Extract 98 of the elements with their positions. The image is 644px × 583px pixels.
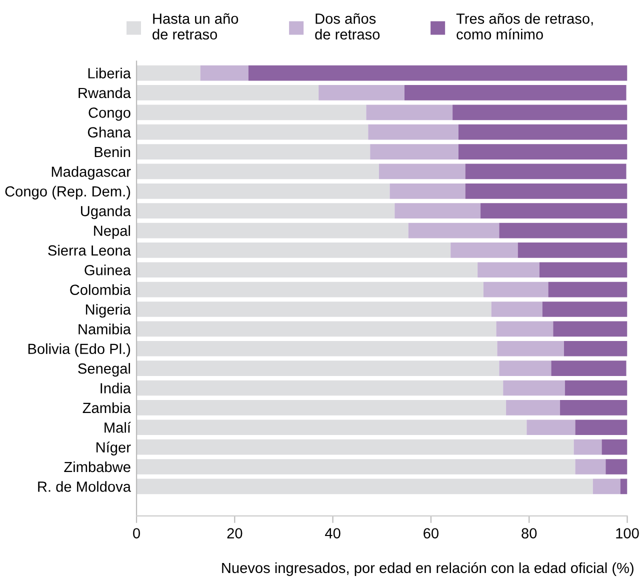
bar (575, 459, 606, 474)
legend-label: Dos años de retraso (315, 13, 380, 40)
bar (136, 242, 451, 258)
bar (136, 321, 496, 337)
bar (248, 65, 628, 81)
bar (136, 203, 395, 219)
bar (553, 321, 628, 337)
y-tick-label: Benin (94, 146, 130, 158)
bar (606, 459, 628, 474)
bar (564, 340, 628, 356)
y-tick-label: Congo (Rep. Dem.) (5, 186, 130, 200)
bar (136, 144, 370, 160)
legend-label: Hasta un año de retraso (152, 13, 238, 40)
y-tick-label: Rwanda (78, 87, 131, 98)
bar (136, 400, 506, 416)
bar (136, 360, 500, 376)
bar (452, 104, 628, 120)
bar (136, 459, 576, 474)
bar (318, 85, 404, 100)
y-tick-label: Guinea (84, 264, 131, 276)
bar (499, 222, 628, 238)
y-tick-label: India (100, 382, 131, 394)
y-tick-label: Zimbabwe (64, 461, 130, 472)
bar (136, 478, 593, 494)
bar (136, 262, 478, 278)
bar (518, 242, 628, 258)
legend-label: Tres años de retraso, como mínimo (456, 13, 593, 40)
bar (366, 104, 453, 120)
x-tick-label: 40 (325, 528, 340, 538)
x-axis-title: Nuevos ingresados, por edad en relación con la edad oficial (%) (222, 562, 634, 576)
y-tick-label: Madagascar (52, 166, 131, 180)
bar (136, 439, 574, 455)
bar (136, 420, 527, 436)
bar (368, 124, 458, 140)
bar (465, 183, 628, 199)
bar (136, 85, 319, 100)
bar (539, 262, 628, 278)
bar (450, 242, 518, 258)
bar (575, 420, 628, 436)
bar (404, 85, 626, 100)
y-tick-label: Malí (104, 422, 131, 433)
bar (564, 380, 628, 396)
bar (200, 65, 248, 81)
bar (602, 439, 628, 455)
y-tick-label: Senegal (78, 363, 130, 377)
bar (491, 302, 542, 317)
bar (136, 222, 408, 238)
bar (378, 164, 466, 180)
bar (465, 164, 626, 180)
bar (136, 104, 366, 120)
x-tick-label: 60 (424, 528, 439, 538)
x-tick-label: 20 (227, 528, 242, 538)
y-tick-label: Zambia (82, 402, 131, 414)
bar (497, 340, 564, 356)
y-tick-label: Liberia (88, 68, 131, 78)
y-tick-label: Namibia (78, 324, 131, 334)
x-tick-label: 100 (616, 528, 639, 538)
bar (458, 124, 628, 140)
bar (496, 321, 554, 337)
y-tick-label: Ghana (88, 126, 131, 138)
bar (574, 439, 602, 455)
bar (136, 340, 498, 356)
bar (136, 302, 492, 317)
y-tick-label: Nigeria (86, 304, 131, 318)
bar (542, 302, 628, 317)
y-tick-label: Nepal (94, 225, 130, 239)
y-tick-label: Bolivia (Edo Pl.) (28, 343, 130, 357)
bar (480, 203, 628, 219)
bar (503, 380, 565, 396)
y-tick-label: Níger (96, 442, 131, 456)
bar (136, 183, 390, 199)
bar (506, 400, 560, 416)
bar (560, 400, 628, 416)
bar (394, 203, 481, 219)
bar (136, 124, 368, 140)
bar (136, 380, 504, 396)
bar (526, 420, 576, 436)
y-tick-label: Uganda (81, 206, 131, 220)
bar (499, 360, 552, 376)
bar (408, 222, 500, 238)
y-tick-label: Sierra Leona (48, 244, 131, 256)
bar (483, 282, 548, 298)
bar (478, 262, 540, 278)
bar (551, 360, 626, 376)
bar (136, 164, 379, 180)
bar (136, 282, 484, 298)
bar (136, 65, 200, 81)
y-tick-label: R. de Moldova (38, 481, 131, 492)
bar (370, 144, 458, 160)
bar (548, 282, 628, 298)
bar (620, 478, 628, 494)
x-tick-label: 0 (133, 528, 140, 538)
y-tick-label: Congo (88, 108, 130, 121)
x-tick-label: 80 (522, 528, 537, 538)
bar (390, 183, 466, 199)
y-tick-label: Colombia (70, 284, 131, 295)
bar (592, 478, 620, 494)
bar (458, 144, 628, 160)
